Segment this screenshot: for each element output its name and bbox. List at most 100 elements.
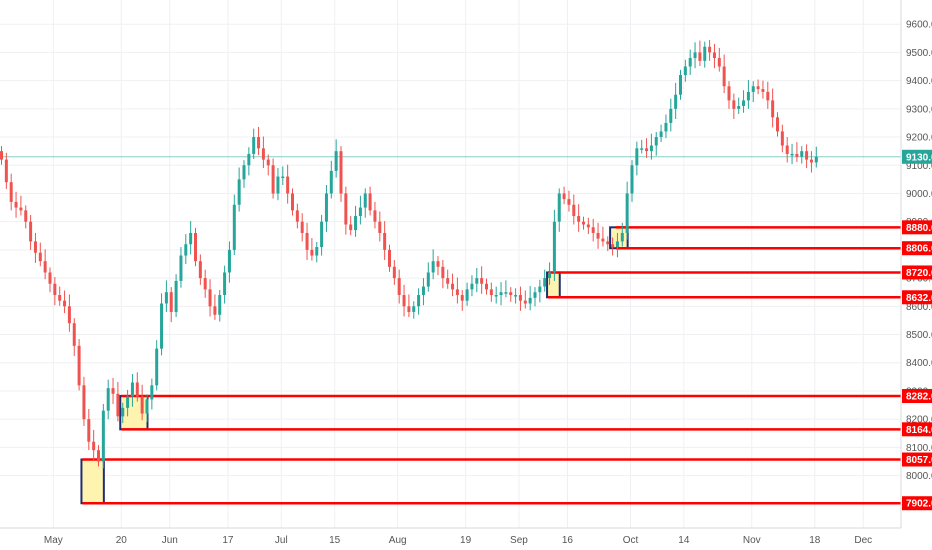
candle-down — [562, 193, 566, 200]
candle-up — [635, 148, 639, 166]
level-price-label-text: 7902.0 — [906, 499, 932, 510]
candle-down — [33, 241, 37, 253]
time-axis-tick-label: Nov — [743, 535, 761, 546]
candle-down — [53, 283, 57, 296]
candle-up — [150, 385, 154, 400]
candle-up — [475, 278, 479, 284]
candle-down — [509, 292, 513, 296]
time-axis-tick-label: Jun — [162, 535, 178, 546]
candle-down — [63, 300, 67, 307]
level-price-label-text: 8632.0 — [906, 293, 932, 304]
candle-up — [232, 204, 236, 250]
level-price-label-text: 8880.0 — [906, 223, 932, 234]
candle-up — [688, 58, 692, 67]
candle-down — [9, 182, 13, 202]
last-price-label-text: 9130.0 — [906, 152, 932, 163]
time-axis-tick-label: Sep — [510, 535, 528, 546]
time-axis-tick-label: 18 — [809, 535, 821, 546]
candle-up — [737, 106, 741, 109]
candle-up — [504, 292, 508, 294]
candle-down — [266, 159, 270, 166]
candle-up — [174, 280, 178, 312]
time-axis-tick-label: 20 — [116, 535, 128, 546]
candle-up — [557, 193, 561, 222]
candle-up — [227, 249, 231, 273]
candle-down — [756, 86, 760, 90]
candle-up — [276, 176, 280, 194]
candle-up — [121, 407, 125, 417]
candle-down — [0, 151, 3, 160]
candle-up — [417, 295, 421, 307]
candle-down — [407, 306, 411, 312]
candle-down — [572, 204, 576, 217]
level-price-label-text: 8720.0 — [906, 268, 932, 279]
candle-down — [291, 193, 294, 211]
candle-down — [383, 232, 387, 250]
candle-down — [169, 292, 173, 312]
candle-down — [92, 441, 96, 451]
candle-up — [242, 165, 246, 180]
candle-up — [683, 66, 687, 75]
candle-up — [130, 382, 134, 397]
candle-down — [67, 306, 71, 324]
candle-down — [295, 210, 299, 222]
candle-up — [790, 153, 794, 156]
candle-up — [426, 272, 430, 287]
candle-down — [809, 159, 813, 163]
candle-down — [722, 66, 726, 87]
candle-down — [203, 278, 207, 290]
candle-up — [630, 165, 634, 194]
candle-down — [111, 388, 115, 394]
candle-down — [776, 117, 779, 132]
time-axis-tick-label: Oct — [623, 535, 639, 546]
candle-down — [708, 46, 712, 53]
candle-down — [305, 232, 309, 250]
candle-down — [286, 176, 290, 194]
candle-up — [746, 91, 750, 101]
level-price-label-badge — [902, 452, 932, 467]
level-price-label-text: 8164.0 — [906, 425, 932, 436]
candle-up — [693, 52, 697, 59]
level-price-label-text: 8806.0 — [906, 244, 932, 255]
time-axis-tick-label: May — [44, 535, 63, 546]
candle-up — [538, 286, 542, 293]
candle-down — [24, 210, 28, 222]
time-axis-tick-label: Dec — [854, 535, 872, 546]
price-axis-tick-label: 8000.0 — [906, 471, 932, 482]
candle-up — [412, 306, 416, 312]
candle-up — [247, 153, 251, 166]
demand-zone-box[interactable] — [80, 458, 105, 505]
candle-up — [160, 303, 164, 349]
candle-up — [669, 108, 673, 123]
price-axis-tick-label: 9600.0 — [906, 20, 932, 31]
candle-up — [164, 292, 168, 304]
price-axis-tick-label: 9000.0 — [906, 189, 932, 200]
level-price-label-text: 8057.0 — [906, 455, 932, 466]
time-axis[interactable]: May 20 Jun 17 Jul 15 Aug 19 Sep 16 Oct 14 Nov 18 Dec — [44, 535, 872, 546]
price-axis-tick-label: 8400.0 — [906, 358, 932, 369]
time-axis-tick-label: 17 — [222, 535, 234, 546]
candle-up — [800, 151, 804, 157]
candle-down — [451, 283, 455, 290]
support-levels[interactable] — [0, 156, 901, 505]
candle-up — [320, 221, 324, 248]
candle-down — [82, 385, 86, 420]
candle-up — [252, 137, 256, 154]
price-axis-tick-label: 8600.0 — [906, 302, 932, 313]
candle-down — [72, 323, 76, 346]
candle-down — [582, 221, 585, 225]
candle-down — [140, 396, 144, 414]
candle-up — [494, 295, 498, 297]
candle-down — [38, 252, 42, 262]
candle-up — [543, 278, 547, 287]
candle-down — [310, 249, 314, 256]
price-axis-tick-label: 9200.0 — [906, 133, 932, 144]
candle-down — [198, 261, 202, 279]
candle-down — [489, 289, 493, 296]
candle-down — [446, 278, 450, 284]
level-price-label-badge — [902, 389, 932, 404]
candle-down — [43, 261, 47, 273]
candle-up — [814, 156, 818, 163]
candle-down — [518, 295, 522, 301]
